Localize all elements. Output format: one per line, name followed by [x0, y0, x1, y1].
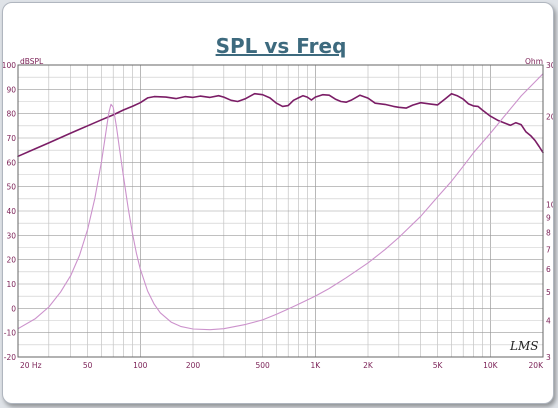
y-tick-label: 0: [11, 304, 16, 313]
y-tick-label: 30: [6, 231, 16, 240]
y2-tick-label: 6: [546, 265, 551, 274]
x-tick-label: 10K: [483, 361, 499, 370]
y-tick-label: 90: [6, 85, 16, 94]
x-tick-label: 20K: [529, 361, 545, 370]
x-tick-label: 20 Hz: [20, 361, 42, 370]
y2-axis-label: Ohm: [525, 57, 543, 66]
x-tick-label: 500: [255, 361, 270, 370]
x-tick-label: 200: [186, 361, 201, 370]
y-tick-label: -10: [4, 329, 16, 338]
y-tick-label: 50: [6, 183, 16, 192]
y2-tick-label: 3: [546, 353, 551, 362]
watermark: LMS: [509, 339, 538, 353]
y-tick-label: 40: [6, 207, 16, 216]
y2-tick-label: 10: [546, 200, 553, 209]
y-tick-label: 60: [6, 158, 16, 167]
y2-tick-label: 8: [546, 229, 551, 238]
y-tick-label: 80: [6, 110, 16, 119]
y2-tick-label: 9: [546, 214, 551, 223]
x-tick-labels: 20 Hz 50 100 200 500 1K 2K 5K 10K 20K: [20, 361, 544, 370]
y-tick-labels: -20 -10 0 10 20 30 40 50 60 70 80 90 100: [3, 61, 16, 362]
y-tick-label: 100: [3, 61, 16, 70]
y2-tick-labels: 3 4 5 6 7 8 9 10 20 30: [546, 61, 553, 362]
chart-title: SPL vs Freq: [216, 34, 347, 58]
plot-border: [17, 64, 544, 358]
series-group: [17, 73, 544, 331]
y2-tick-label: 5: [546, 288, 551, 297]
x-tick-label: 50: [83, 361, 93, 370]
y-tick-label: 20: [6, 256, 16, 265]
x-tick-label: 2K: [363, 361, 374, 370]
x-tick-label: 5K: [433, 361, 444, 370]
y-axis-label: dBSPL: [20, 57, 44, 66]
y2-tick-label: 4: [546, 317, 551, 326]
impedance-line: [17, 73, 544, 331]
y-tick-label: -20: [4, 353, 16, 362]
spl-vs-freq-chart: SPL vs Freq dBSPL Ohm 20 Hz 50 100 200 500 1K…: [3, 34, 553, 370]
y-tick-label: 10: [6, 280, 16, 289]
x-tick-label: 1K: [310, 361, 321, 370]
y2-tick-label: 7: [546, 246, 551, 255]
y2-tick-label: 20: [546, 112, 553, 121]
spl-line: [17, 92, 544, 158]
y2-tick-label: 30: [546, 61, 553, 70]
x-tick-label: 100: [133, 361, 148, 370]
y-tick-label: 70: [6, 134, 16, 143]
grid: [17, 64, 544, 358]
chart-frame: SPL vs Freq dBSPL Ohm 20 Hz 50 100 200 500 1K…: [2, 2, 554, 404]
